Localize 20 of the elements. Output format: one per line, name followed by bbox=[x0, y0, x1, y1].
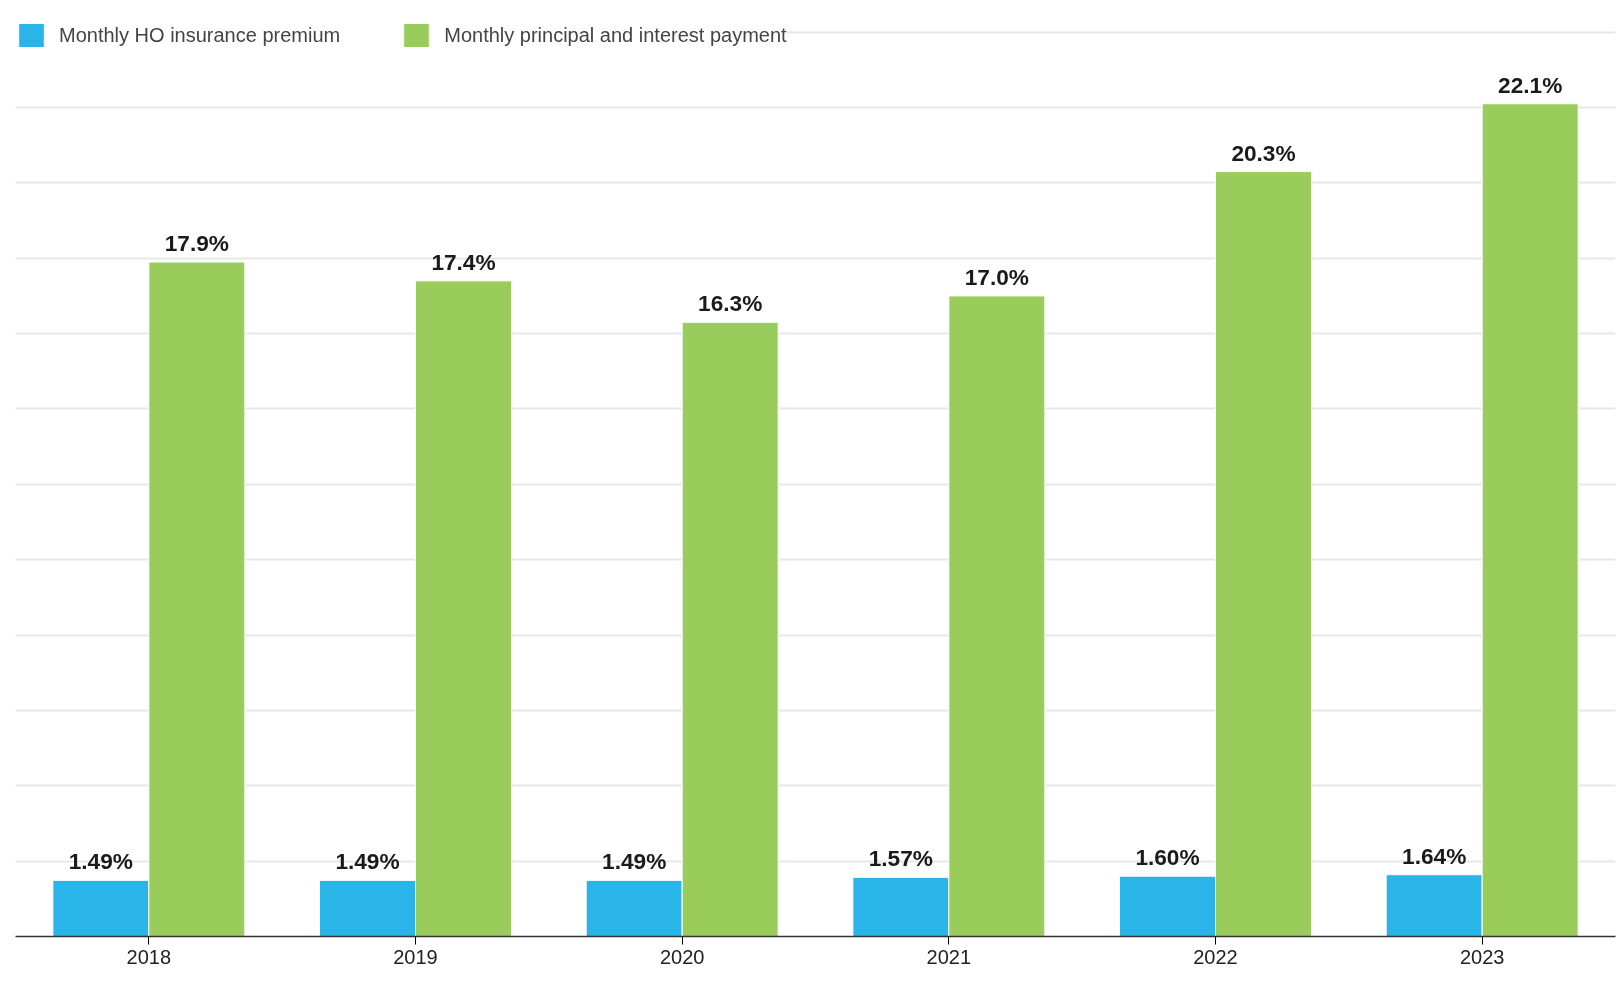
data-label: 1.49% bbox=[68, 848, 133, 875]
x-tick-label: 2018 bbox=[126, 945, 172, 968]
x-tick-label: 2021 bbox=[926, 945, 972, 968]
data-label: 22.1% bbox=[1498, 71, 1563, 98]
data-label: 1.60% bbox=[1135, 844, 1200, 871]
legend-label: Monthly HO insurance premium bbox=[59, 23, 341, 47]
data-label: 16.3% bbox=[698, 290, 763, 317]
data-label: 1.57% bbox=[868, 845, 933, 872]
x-tick-label: 2019 bbox=[393, 945, 438, 968]
data-label: 17.0% bbox=[964, 263, 1029, 290]
x-tick-label: 2020 bbox=[659, 945, 705, 968]
x-tick-label: 2022 bbox=[1193, 945, 1238, 968]
data-label: 1.64% bbox=[1402, 842, 1467, 869]
data-label: 17.9% bbox=[164, 230, 229, 257]
legend-label: Monthly principal and interest payment bbox=[444, 23, 787, 47]
data-label: 20.3% bbox=[1231, 139, 1296, 166]
data-label: 17.4% bbox=[431, 248, 496, 275]
data-label: 1.49% bbox=[335, 848, 400, 875]
data-label: 1.49% bbox=[602, 848, 667, 875]
x-tick-label: 2023 bbox=[1459, 945, 1505, 968]
